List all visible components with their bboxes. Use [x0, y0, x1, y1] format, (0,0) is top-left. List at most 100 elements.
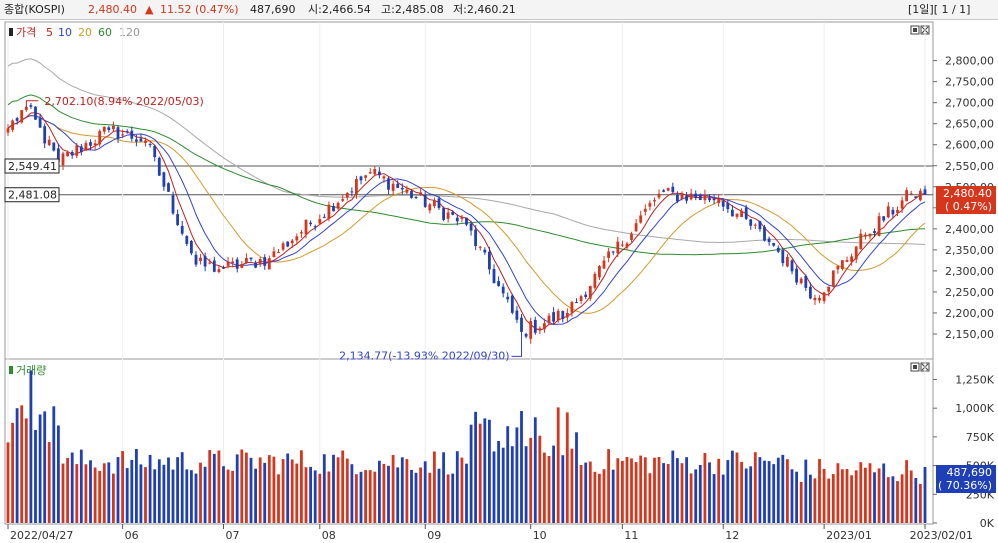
- candle: [877, 216, 881, 236]
- candle: [428, 204, 432, 211]
- current-volume-ratio: ( 70.36%): [938, 479, 992, 492]
- open-price: 시:2,466.54: [308, 3, 371, 16]
- candle: [34, 106, 37, 120]
- candle: [38, 118, 42, 128]
- volume-bar: [781, 454, 785, 523]
- volume-bar: [809, 474, 812, 523]
- ma20-line: [7, 114, 926, 314]
- candle: [410, 190, 413, 198]
- volume-bar: [405, 459, 409, 523]
- x-tick: 2023/02/01: [910, 529, 973, 542]
- x-tick: 08: [322, 529, 336, 542]
- candle: [854, 246, 858, 260]
- candle: [75, 145, 79, 156]
- candle: [776, 247, 780, 252]
- volume-tick: 0K: [980, 517, 995, 530]
- volume-bar: [217, 450, 221, 523]
- volume-bar: [153, 469, 157, 523]
- candle: [639, 215, 643, 223]
- volume-bar: [579, 465, 583, 523]
- candle: [478, 246, 482, 248]
- volume-bar: [20, 405, 24, 523]
- candle: [355, 179, 358, 195]
- volume-bar: [621, 460, 624, 523]
- volume-bar: [263, 462, 267, 523]
- volume-bar: [804, 459, 808, 523]
- volume-bar: [121, 451, 124, 523]
- candle: [240, 264, 244, 268]
- candle: [364, 175, 367, 178]
- volume-bar: [373, 471, 377, 523]
- candle: [125, 131, 129, 133]
- volume-bar: [909, 470, 913, 523]
- volume-bar: [483, 418, 487, 523]
- candle: [634, 223, 638, 232]
- candle: [286, 241, 290, 247]
- volume-bar: [772, 464, 776, 523]
- candle: [543, 323, 546, 330]
- candle: [501, 286, 505, 294]
- candle: [20, 110, 24, 123]
- candle: [277, 252, 280, 253]
- candle: [130, 130, 134, 139]
- candle: [827, 286, 831, 292]
- volume-bar: [350, 464, 354, 523]
- candle: [905, 190, 908, 202]
- candle: [98, 131, 102, 145]
- candle: [657, 193, 661, 198]
- candle: [666, 188, 670, 191]
- candle: [708, 198, 711, 201]
- candle: [859, 233, 863, 250]
- volume-bar: [492, 451, 496, 523]
- volume-bar: [538, 435, 542, 523]
- candle: [203, 256, 207, 267]
- candle: [584, 294, 588, 297]
- candle: [148, 144, 152, 146]
- volume-bar: [391, 455, 395, 523]
- x-tick: 2022/04/27: [10, 529, 73, 542]
- candle: [804, 275, 808, 288]
- volume-bar: [841, 469, 844, 523]
- candle: [263, 257, 267, 266]
- reference-label: 2,481.08: [4, 187, 60, 203]
- volume-bar: [854, 470, 858, 523]
- candle: [267, 258, 271, 270]
- candle: [396, 183, 400, 188]
- candle: [561, 311, 565, 319]
- candle: [630, 233, 633, 240]
- volume-bar: [34, 430, 37, 523]
- candle: [795, 268, 798, 283]
- candle: [474, 229, 477, 246]
- volume-bar: [520, 411, 523, 523]
- volume-bar: [66, 457, 69, 523]
- volume-bar: [341, 450, 345, 523]
- candle: [588, 286, 592, 299]
- volume-bar: [753, 452, 757, 523]
- candle: [272, 251, 276, 258]
- volume-bar: [799, 481, 803, 523]
- candle: [194, 254, 198, 265]
- candle: [685, 195, 688, 201]
- volume-bar: [79, 449, 83, 523]
- volume-bar: [24, 418, 28, 523]
- candle: [763, 226, 766, 241]
- volume-bar: [57, 425, 60, 523]
- volume-bar: [38, 414, 42, 523]
- period-selector[interactable]: [1일][ 1 / 1]: [908, 3, 971, 16]
- volume-bar: [258, 457, 262, 523]
- volume-bar: [446, 474, 450, 523]
- candle: [231, 261, 234, 264]
- candle: [249, 257, 253, 260]
- volume-bar: [98, 471, 102, 523]
- x-tick: 2023/01: [826, 529, 872, 542]
- candle: [190, 241, 193, 254]
- candle: [61, 153, 65, 166]
- candle: [698, 194, 702, 200]
- volume-bar: [382, 463, 386, 523]
- min-pointer: [511, 334, 523, 357]
- candle: [671, 186, 675, 193]
- candle: [786, 256, 789, 267]
- volume-bar: [488, 419, 491, 523]
- volume-bar: [749, 466, 753, 523]
- volume-bar: [694, 469, 698, 523]
